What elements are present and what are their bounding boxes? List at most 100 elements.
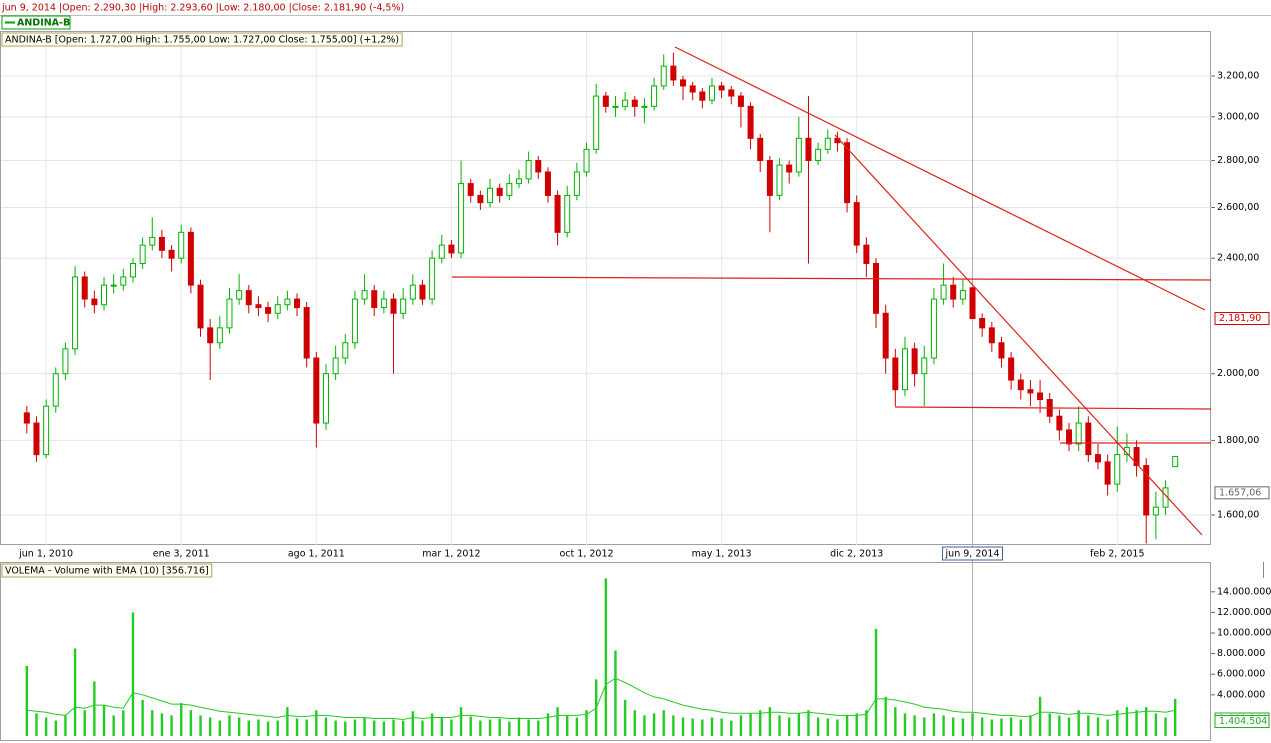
volume-bar [1125, 707, 1129, 736]
volume-bar [845, 715, 849, 736]
y-tick-label: 2.600,00 [1217, 202, 1259, 213]
candle-body [1104, 461, 1111, 485]
volume-bar [865, 710, 868, 736]
candle-body [371, 290, 378, 309]
candle-body [689, 85, 696, 93]
volume-bar [990, 719, 994, 736]
trend-line [894, 406, 1212, 410]
volume-bar [894, 707, 897, 736]
candle-body [62, 348, 69, 375]
candle-body [506, 183, 513, 196]
volume-bar [662, 710, 665, 736]
candle-body [959, 290, 966, 300]
candle-body [91, 298, 98, 306]
volume-bar [710, 717, 714, 736]
volume-bar [942, 715, 945, 736]
candle-body [641, 105, 648, 108]
candle-body [1027, 389, 1034, 394]
candle-body [969, 287, 976, 320]
legend-box[interactable] [1, 15, 71, 30]
y-tick-label: 8.000.000 [1217, 648, 1265, 659]
volume-bar [749, 713, 752, 736]
candle-body [284, 298, 291, 306]
candle-body [294, 298, 301, 309]
volume-bar [1048, 713, 1051, 736]
volume-bar [739, 715, 743, 736]
volume-bar [1164, 717, 1167, 736]
candle-body [419, 284, 426, 300]
candle-body [351, 298, 358, 344]
trend-line [834, 134, 1203, 536]
candle-body [660, 65, 667, 87]
candle-body [844, 142, 851, 204]
y-tick-label: 2.800,00 [1217, 155, 1259, 166]
candle-body [1172, 455, 1179, 468]
volume-bar [643, 715, 646, 736]
candle-body [998, 342, 1005, 359]
candle-body [824, 137, 831, 150]
candle-body [429, 257, 436, 300]
volume-bar [257, 719, 260, 736]
candle-body [1066, 429, 1073, 445]
volume-bar [720, 718, 723, 736]
candle-body [737, 95, 744, 107]
volume-bar [276, 720, 279, 736]
volume-bar [778, 715, 781, 736]
price-marker-label: 2.181,90 [1219, 313, 1261, 324]
trend-lines [451, 46, 1212, 536]
volume-bar [411, 711, 415, 736]
candle-body [467, 183, 474, 196]
volume-bar [141, 699, 144, 736]
y-tick-label: 6.000.000 [1217, 669, 1265, 680]
candle-body [313, 357, 320, 424]
candle-body [930, 298, 937, 359]
candle-body [72, 276, 79, 350]
volume-bar [25, 665, 29, 736]
candle-body [120, 276, 127, 286]
cursor-label-box[interactable] [942, 546, 1004, 561]
ema-line [26, 677, 1176, 721]
candle-body [747, 105, 754, 139]
candle-body [583, 148, 590, 173]
volume-bar [652, 713, 656, 736]
volume-bar [344, 721, 347, 736]
volume-bar [208, 717, 212, 736]
candle-body [882, 312, 889, 359]
candle-body [631, 99, 638, 107]
x-tick-label: feb 2, 2015 [1090, 549, 1145, 560]
candle-body [332, 357, 339, 375]
volume-bar [923, 717, 926, 736]
volume-bar [517, 717, 521, 736]
y-tick-label: 12.000.000 [1217, 607, 1271, 618]
volume-bar [884, 696, 887, 736]
candle-body [901, 348, 908, 391]
candle-body [805, 137, 812, 162]
trend-line [674, 46, 1206, 311]
candle-body [129, 262, 136, 278]
candle-body [602, 95, 609, 107]
volume-bar [1067, 717, 1071, 736]
volume-bar [479, 720, 482, 736]
volume-bar [1173, 698, 1177, 736]
y-tick-label: 1.600,00 [1217, 510, 1259, 521]
volume-bar [170, 715, 173, 736]
candle-body [795, 137, 802, 173]
y-tick-label: 4.000.000 [1217, 689, 1265, 700]
candle-body [853, 202, 860, 246]
volume-bar [450, 719, 453, 736]
volume-bar [363, 717, 366, 736]
volume-bar [508, 721, 511, 736]
volume-bar [459, 707, 463, 736]
x-tick-label: may 1, 2013 [692, 549, 752, 560]
candle-body [525, 160, 532, 180]
volume-bar [903, 713, 907, 736]
volume-bar [469, 716, 472, 736]
panel-title-box [1, 32, 403, 47]
candle-body [1075, 422, 1082, 445]
candle-body [766, 160, 773, 196]
plots [1, 32, 1211, 740]
volume-bar [247, 720, 250, 736]
volume-bar [1000, 718, 1003, 736]
candle-body [950, 284, 957, 300]
y-tick-label: 14.000.000 [1217, 586, 1271, 597]
